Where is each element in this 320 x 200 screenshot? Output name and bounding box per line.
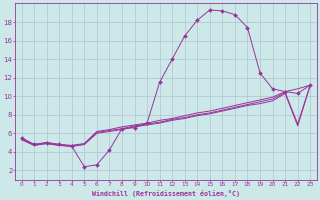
X-axis label: Windchill (Refroidissement éolien,°C): Windchill (Refroidissement éolien,°C) (92, 190, 240, 197)
